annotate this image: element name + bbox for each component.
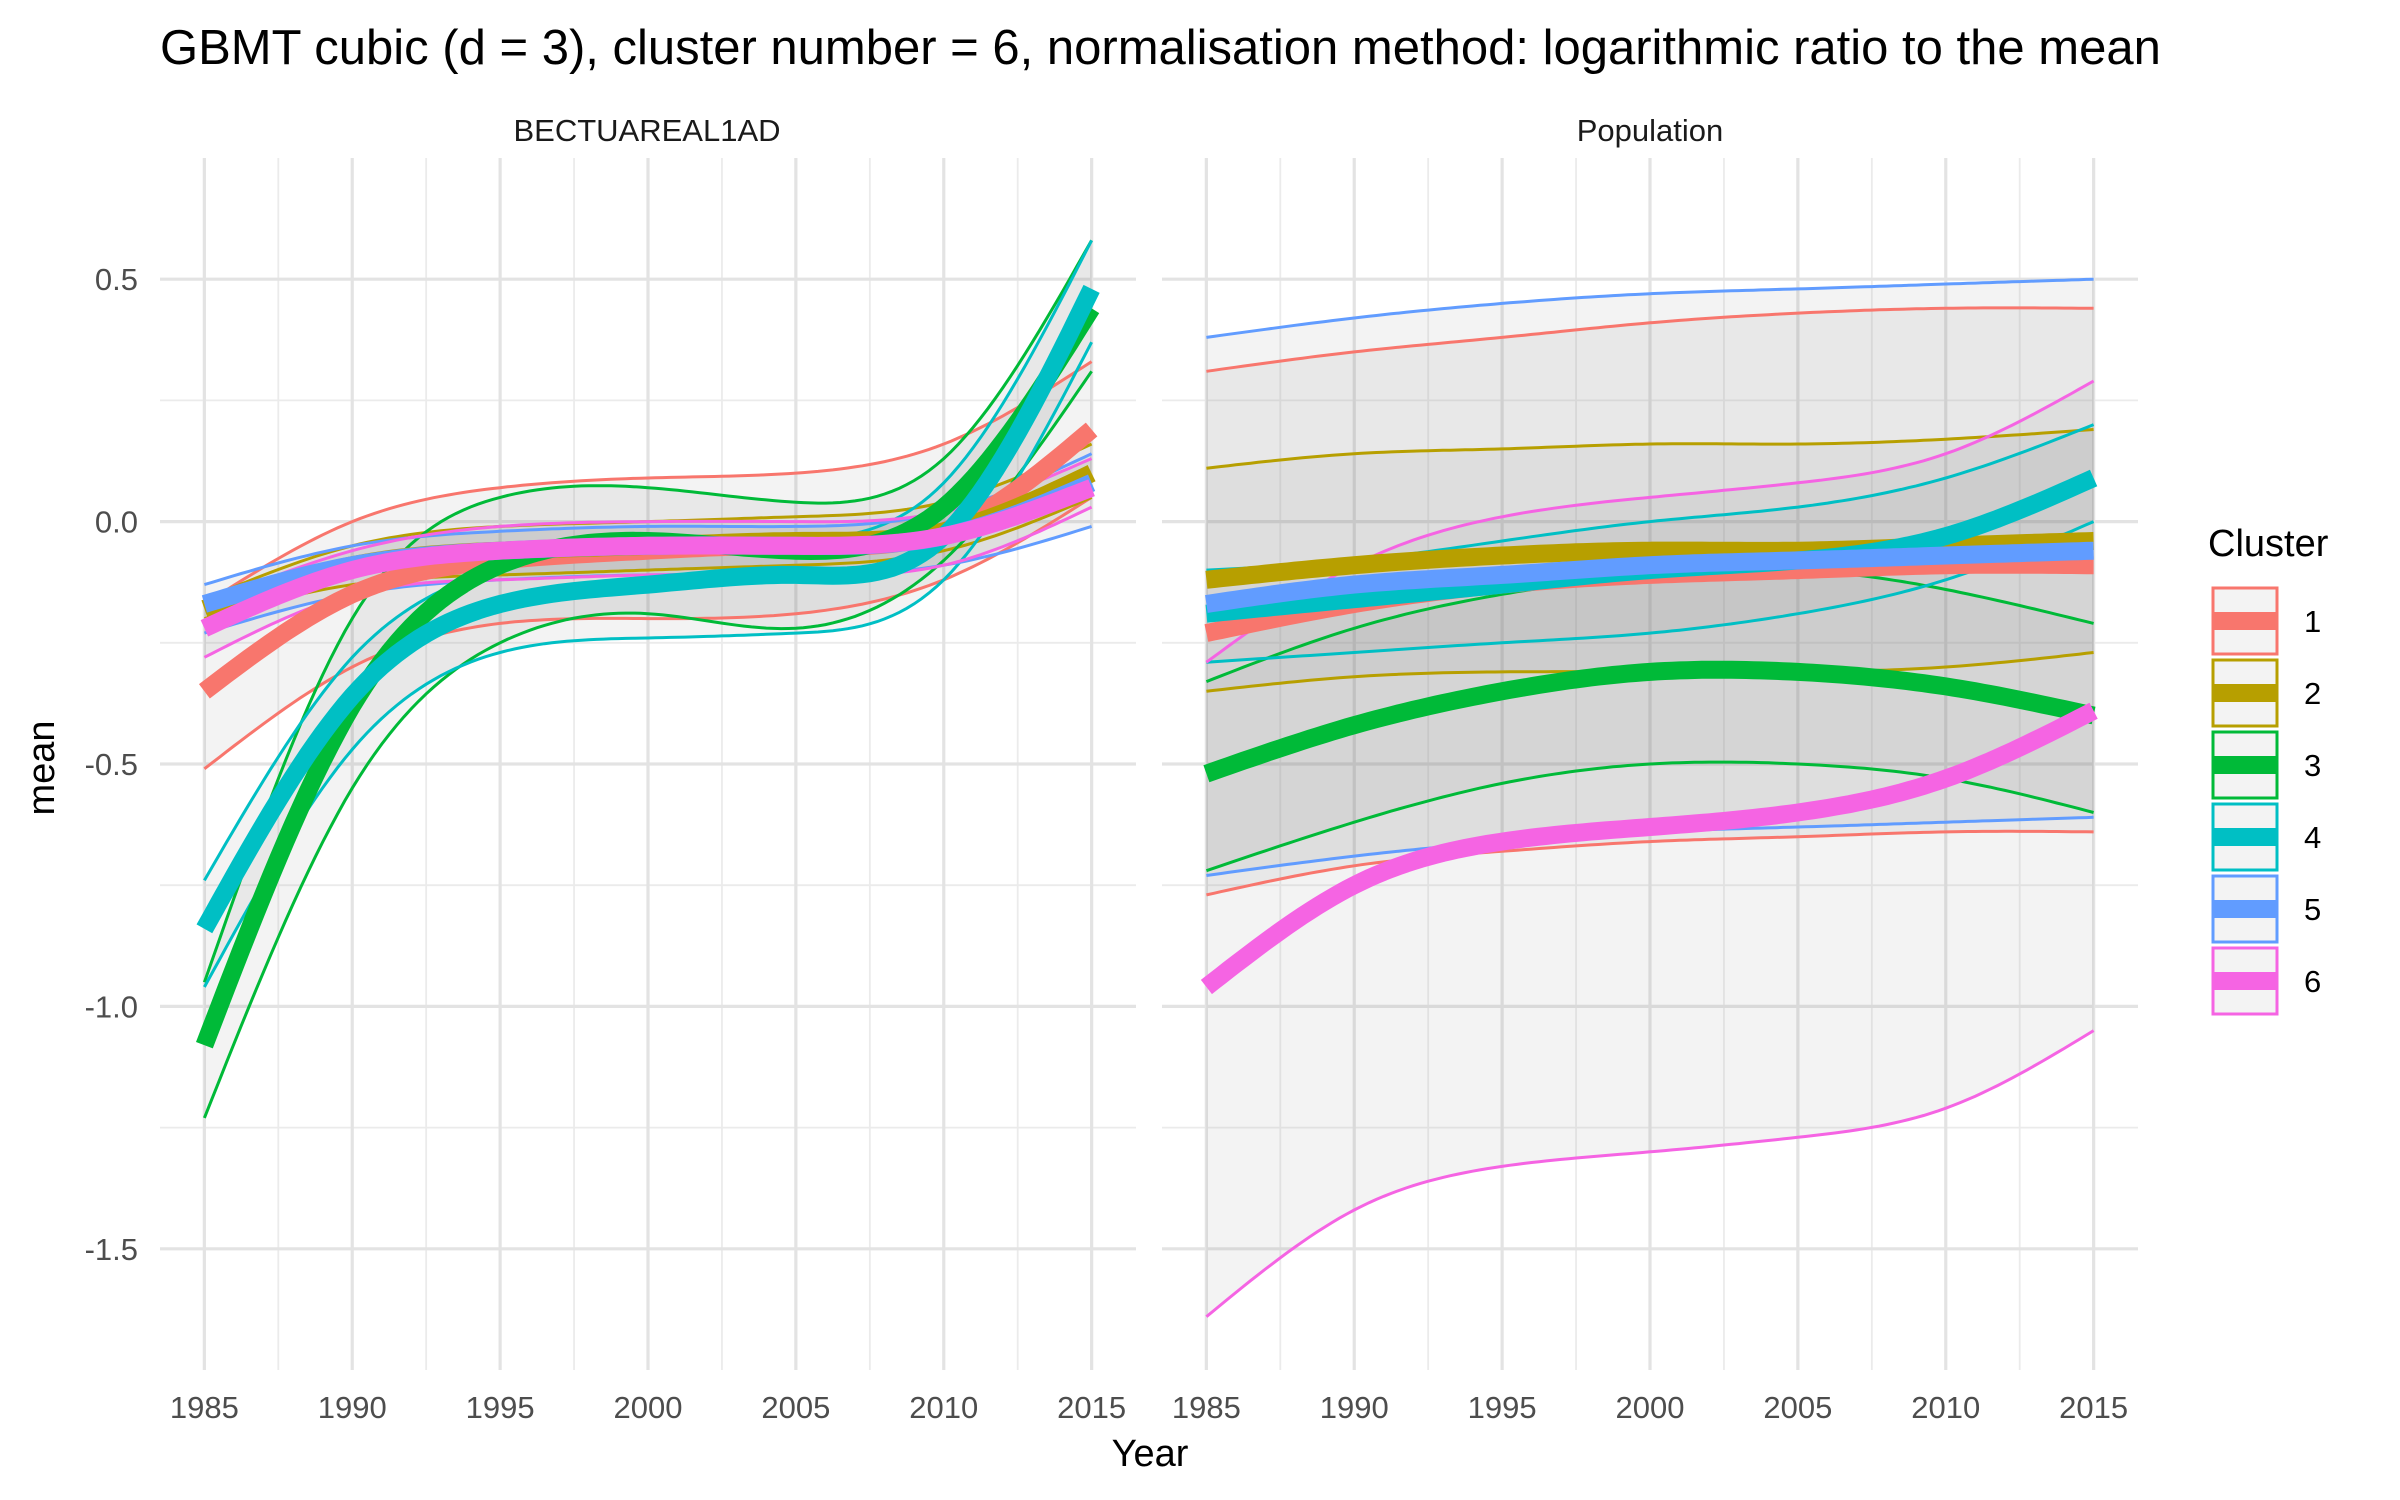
y-tick-label: -1.0 [85, 989, 138, 1024]
x-tick-label: 2000 [1616, 1390, 1685, 1425]
mean-line-cluster-2 [1205, 532, 2094, 589]
band-cluster-3 [1206, 569, 2094, 871]
legend-label: 1 [2304, 604, 2321, 639]
upper-line-cluster-3 [202, 239, 1093, 983]
x-tick-label: 1985 [170, 1390, 239, 1425]
panel-population: Population 1985 1990 1995 2000 2005 2010 2015 [1162, 113, 2138, 1425]
legend-item-4: 4 [2211, 802, 2321, 872]
band-cluster-1 [1206, 307, 2094, 895]
legend-item-3: 3 [2211, 730, 2321, 800]
lower-line-cluster-6 [1205, 1029, 2095, 1318]
band-cluster-6 [1206, 381, 2094, 1317]
legend-label: 6 [2304, 964, 2321, 999]
mean-lines [1200, 469, 2098, 995]
y-tick-label: -1.5 [85, 1232, 138, 1267]
y-axis-title: mean [21, 720, 63, 815]
legend-item-2: 2 [2211, 658, 2321, 728]
legend-label: 5 [2304, 892, 2321, 927]
lower-line-cluster-1 [1206, 829, 2094, 897]
upper-line-cluster-1 [1206, 306, 2094, 373]
upper-line-cluster-5 [1206, 277, 2094, 339]
x-tick-label: 2005 [1763, 1390, 1832, 1425]
y-tick-label: -0.5 [85, 747, 138, 782]
x-axis-title: Year [1112, 1433, 1189, 1475]
x-tick-label: 1995 [1468, 1390, 1537, 1425]
mean-line-cluster-3 [1203, 660, 2096, 783]
x-tick-labels: 1985 1990 1995 2000 2005 2010 2015 [170, 1390, 1126, 1425]
lower-line-cluster-4 [1206, 520, 2095, 664]
upper-line-cluster-2 [1206, 428, 2094, 470]
y-tick-labels: 0.5 0.0 -0.5 -1.0 -1.5 [85, 262, 138, 1267]
legend-label: 3 [2304, 748, 2321, 783]
x-tick-label: 2000 [614, 1390, 683, 1425]
legend-label: 4 [2304, 820, 2321, 855]
confidence-bands [1206, 279, 2094, 1317]
lower-line-cluster-4 [203, 341, 1093, 988]
x-tick-label: 2005 [761, 1390, 830, 1425]
chart-title: GBMT cubic (d = 3), cluster number = 6, … [160, 21, 2161, 75]
upper-line-cluster-1 [203, 360, 1093, 606]
x-tick-label: 1990 [1320, 1390, 1389, 1425]
x-tick-label: 2010 [1911, 1390, 1980, 1425]
lower-line-cluster-3 [203, 370, 1093, 1119]
y-tick-label: 0.5 [95, 262, 138, 297]
band-cluster-3 [204, 240, 1092, 1118]
x-tick-label: 2010 [909, 1390, 978, 1425]
panel-bectuareal1ad: BECTUAREAL1AD 1985 1990 1995 2000 2005 2010 20… [85, 113, 1136, 1425]
mean-line-cluster-5 [1205, 541, 2094, 613]
legend-item-1: 1 [2211, 586, 2321, 656]
legend-item-6: 6 [2211, 946, 2321, 1016]
x-tick-label: 1985 [1172, 1390, 1241, 1425]
panel-grid [160, 158, 1136, 1370]
legend-item-5: 5 [2211, 874, 2321, 944]
x-tick-label: 1995 [466, 1390, 535, 1425]
mean-line-cluster-6 [200, 479, 1095, 637]
legend-title: Cluster [2208, 523, 2329, 565]
mean-lines [195, 284, 1100, 1049]
legend: Cluster 1 2 3 4 5 6 [2208, 523, 2329, 1016]
x-tick-label: 1990 [318, 1390, 387, 1425]
mean-line-cluster-6 [1200, 702, 2098, 995]
panel-strip-label: BECTUAREAL1AD [513, 113, 780, 148]
x-tick-label: 2015 [2059, 1390, 2128, 1425]
x-tick-labels: 1985 1990 1995 2000 2005 2010 2015 [1172, 1390, 2128, 1425]
x-tick-label: 2015 [1057, 1390, 1126, 1425]
legend-label: 2 [2304, 676, 2321, 711]
y-tick-label: 0.0 [95, 505, 138, 540]
panel-strip-label: Population [1577, 113, 1724, 148]
band-cluster-1 [204, 361, 1092, 769]
